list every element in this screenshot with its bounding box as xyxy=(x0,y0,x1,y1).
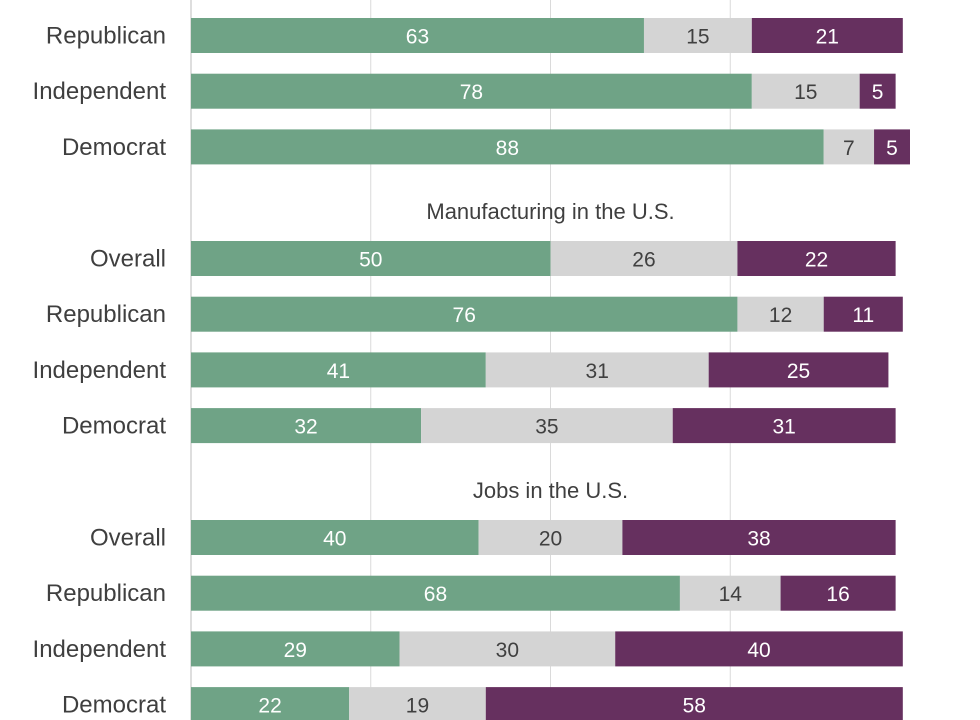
value-label: 38 xyxy=(747,528,770,551)
value-label: 76 xyxy=(453,304,476,327)
labels: Republican 63 15 21 Independent 78 15 5 Democrat… xyxy=(33,23,898,719)
value-label: 26 xyxy=(632,249,655,272)
value-label: 50 xyxy=(359,249,382,272)
value-label: 25 xyxy=(787,360,810,383)
bar-segment-0 xyxy=(191,520,479,555)
bar-segment-1 xyxy=(737,296,824,332)
category-label: Democrat xyxy=(62,413,166,440)
bar-segment-2 xyxy=(708,352,889,388)
bar-segment-0 xyxy=(191,241,551,276)
bar-segment-1 xyxy=(751,73,860,109)
value-label: 11 xyxy=(852,304,874,327)
value-label: 15 xyxy=(686,26,709,49)
bar-segment-0 xyxy=(191,296,738,332)
value-label: 41 xyxy=(327,360,350,383)
bar-segment-0 xyxy=(191,352,486,388)
value-label: 40 xyxy=(323,528,346,551)
bar-segment-0 xyxy=(191,18,644,53)
group-title: Manufacturing in the U.S. xyxy=(426,199,674,224)
value-label: 31 xyxy=(772,416,795,439)
bar-segment-1 xyxy=(421,408,673,444)
category-label: Independent xyxy=(33,636,167,663)
bar-segment-0 xyxy=(191,687,350,720)
value-label: 7 xyxy=(843,137,855,160)
bar-segment-1 xyxy=(643,18,752,53)
value-label: 35 xyxy=(535,416,558,439)
category-label: Overall xyxy=(90,246,166,273)
category-label: Republican xyxy=(46,23,166,50)
bar-segment-0 xyxy=(191,129,824,165)
category-label: Independent xyxy=(33,357,167,384)
value-label: 14 xyxy=(719,583,743,606)
bar-segment-1 xyxy=(485,352,709,388)
category-label: Democrat xyxy=(62,134,166,161)
bar-segment-2 xyxy=(672,408,896,444)
value-label: 5 xyxy=(872,81,884,104)
value-label: 22 xyxy=(805,249,828,272)
value-label: 30 xyxy=(496,639,519,662)
bar-segment-2 xyxy=(780,575,896,611)
value-label: 12 xyxy=(769,304,792,327)
value-label: 22 xyxy=(258,695,281,718)
bar-segment-2 xyxy=(622,520,896,555)
bar-segment-1 xyxy=(478,520,623,555)
category-label: Democrat xyxy=(62,692,166,719)
category-label: Overall xyxy=(90,525,166,552)
bar-segment-0 xyxy=(191,73,752,109)
bar-segment-2 xyxy=(874,129,910,165)
value-label: 78 xyxy=(460,81,483,104)
category-label: Republican xyxy=(46,301,166,328)
group-title: Jobs in the U.S. xyxy=(473,478,628,503)
bars xyxy=(191,18,910,720)
bar-segment-2 xyxy=(823,296,903,332)
value-label: 58 xyxy=(683,695,706,718)
bar-segment-2 xyxy=(485,687,903,720)
value-label: 68 xyxy=(424,583,447,606)
value-label: 21 xyxy=(816,26,839,49)
bar-segment-0 xyxy=(191,631,400,667)
bar-segment-1 xyxy=(679,575,781,611)
value-label: 16 xyxy=(826,583,849,606)
value-label: 63 xyxy=(406,26,429,49)
value-label: 31 xyxy=(586,360,609,383)
value-label: 19 xyxy=(406,695,429,718)
bar-segment-1 xyxy=(349,687,486,720)
value-label: 15 xyxy=(794,81,817,104)
category-label: Republican xyxy=(46,580,166,607)
value-label: 5 xyxy=(886,137,898,160)
bar-segment-0 xyxy=(191,408,422,444)
bar-segment-2 xyxy=(615,631,903,667)
value-label: 40 xyxy=(747,639,770,662)
bar-segment-2 xyxy=(737,241,896,276)
bar-segment-2 xyxy=(751,18,903,53)
category-label: Independent xyxy=(33,78,167,105)
bar-segment-0 xyxy=(191,575,680,611)
bar-segment-2 xyxy=(859,73,896,109)
value-label: 20 xyxy=(539,528,562,551)
bar-segment-1 xyxy=(399,631,616,667)
value-label: 32 xyxy=(294,416,317,439)
bar-segment-1 xyxy=(550,241,738,276)
value-label: 88 xyxy=(496,137,519,160)
bar-segment-1 xyxy=(823,129,875,165)
value-label: 29 xyxy=(284,639,307,662)
